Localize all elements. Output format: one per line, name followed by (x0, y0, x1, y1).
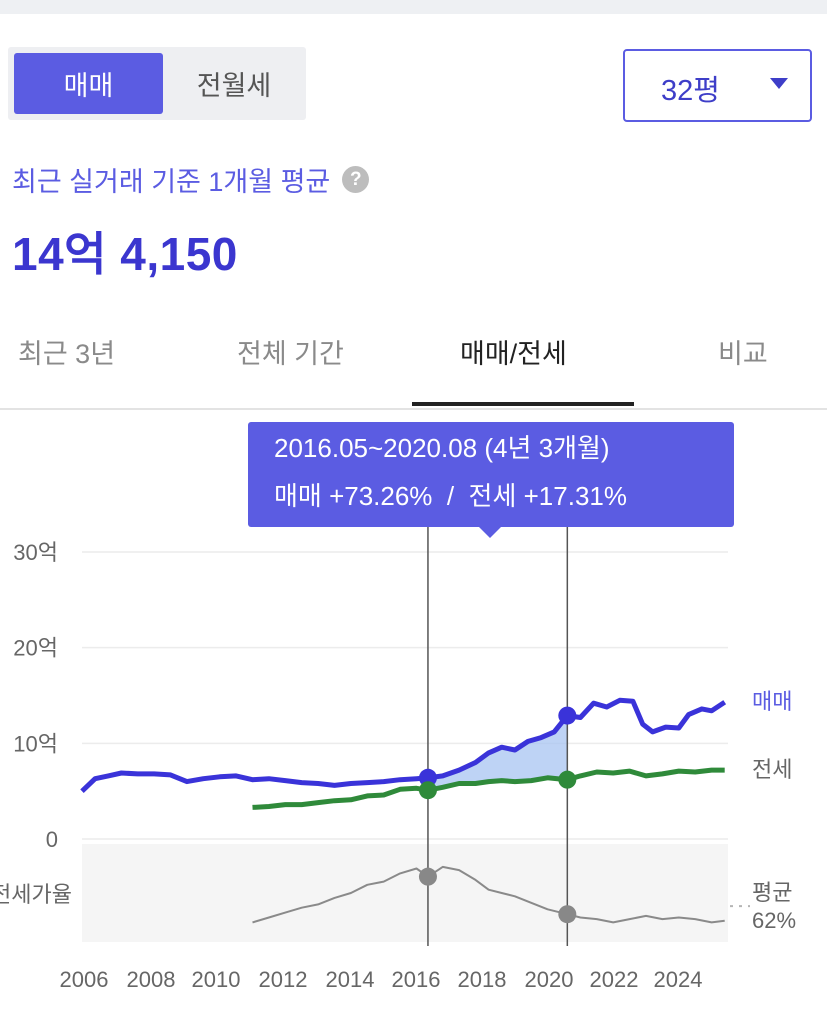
sale-type-button[interactable]: 매매 (14, 53, 163, 114)
trade-type-toggle: 매매 전월세 (8, 47, 306, 120)
active-tab-indicator (412, 402, 634, 406)
range-tooltip: 2016.05~2020.08 (4년 3개월) 매매 +73.26% / 전세 … (248, 422, 734, 538)
question-circle-icon[interactable]: ? (342, 166, 370, 193)
ratio-range-point (558, 905, 577, 924)
x-tick-label: 2016 (392, 967, 441, 992)
tab-sale-jeonse[interactable]: 매매/전세 (460, 339, 567, 369)
average-label: 평균 (752, 880, 792, 905)
jeonse-ratio-line (252, 865, 725, 924)
tab-recent-3y[interactable]: 최근 3년 (18, 339, 116, 369)
tab-all-period[interactable]: 전체 기간 (237, 339, 344, 369)
jeonse-price-line (252, 767, 725, 810)
caret-down-icon (770, 78, 788, 89)
ratio-panel-background (82, 844, 728, 942)
y-tick-label: 0 (46, 827, 58, 852)
x-tick-label: 2020 (525, 967, 574, 992)
tooltip-pointer (478, 526, 502, 538)
tab-compare[interactable]: 비교 (718, 339, 768, 369)
jeonse-range-point (558, 770, 577, 789)
x-tick-label: 2006 (60, 967, 109, 992)
jeonse-series-label: 전세 (752, 757, 792, 782)
x-tick-label: 2008 (127, 967, 176, 992)
top-divider-strip (0, 0, 827, 14)
ratio-axis-label: 전세가율 (0, 882, 72, 907)
average-price: 14억 4,150 (12, 228, 238, 280)
price-basis-text: 최근 실거래 기준 1개월 평균 (12, 167, 331, 197)
x-tick-label: 2012 (259, 967, 308, 992)
size-dropdown[interactable]: 32평 (623, 49, 812, 122)
ratio-range-point (418, 867, 437, 886)
x-axis-labels: 2006 2008 2010 2012 2014 2016 2018 2020 2022 2024 (60, 967, 703, 992)
x-tick-label: 2022 (590, 967, 639, 992)
y-tick-label: 30억 (13, 540, 58, 565)
highlight-range-fill (427, 715, 568, 791)
period-tabs: 최근 3년 전체 기간 매매/전세 비교 (0, 322, 827, 410)
tooltip-box (248, 422, 734, 527)
tooltip-change-text: 매매 +73.26% / 전세 +17.31% (274, 481, 627, 511)
range-markers (418, 524, 577, 946)
x-tick-label: 2024 (654, 967, 703, 992)
sale-series-label: 매매 (752, 689, 792, 714)
x-tick-label: 2010 (192, 967, 241, 992)
x-tick-label: 2014 (326, 967, 375, 992)
x-tick-label: 2018 (458, 967, 507, 992)
sale-price-line (80, 697, 727, 794)
sale-range-point (558, 706, 577, 725)
average-value-label: 62% (752, 908, 796, 933)
y-tick-label: 10억 (13, 731, 58, 756)
sale-range-point (418, 768, 437, 787)
y-tick-label: 20억 (13, 636, 58, 661)
price-basis-caption: 최근 실거래 기준 1개월 평균 ? (12, 160, 370, 199)
tooltip-period-text: 2016.05~2020.08 (4년 3개월) (274, 433, 610, 463)
rent-type-button[interactable]: 전월세 (196, 71, 272, 101)
size-dropdown-value: 32평 (661, 75, 720, 107)
jeonse-range-point (418, 781, 437, 800)
